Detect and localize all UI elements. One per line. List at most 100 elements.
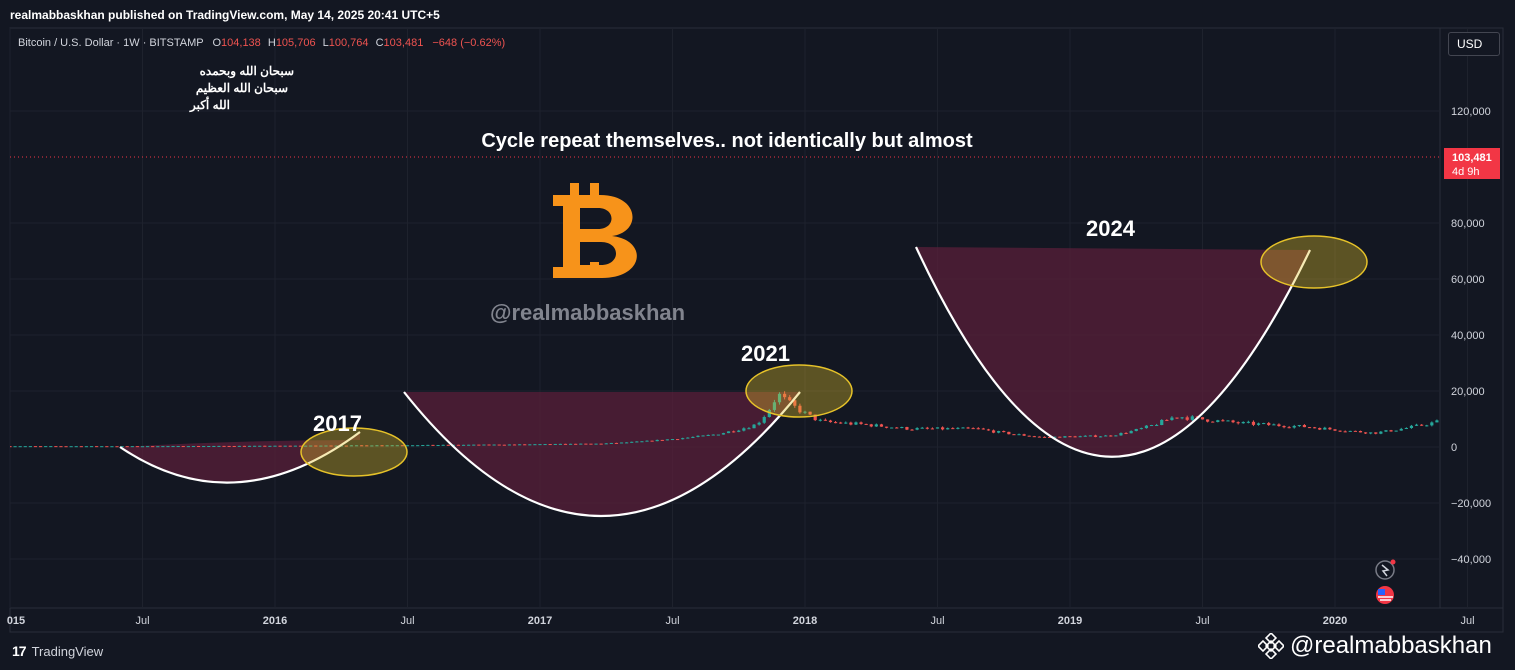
arabic-line-2: سبحان الله العظيم bbox=[196, 81, 288, 96]
candle-body bbox=[1190, 416, 1194, 420]
candle-body bbox=[691, 436, 695, 438]
candle-body bbox=[823, 419, 827, 421]
candle-body bbox=[467, 444, 471, 446]
candle-body bbox=[665, 439, 670, 441]
candle-body bbox=[492, 444, 496, 446]
candle-body bbox=[1297, 425, 1301, 427]
candle-body bbox=[431, 444, 435, 446]
ellipse-2024 bbox=[1260, 235, 1368, 289]
x-tick-label: 2016 bbox=[263, 615, 287, 627]
candle-body bbox=[1471, 419, 1474, 421]
price-axis[interactable]: 120,000 80,000 60,000 40,000 20,000 0 −20,000 −… bbox=[1451, 106, 1491, 566]
candle-body bbox=[1236, 422, 1240, 424]
candle-body bbox=[1180, 417, 1184, 419]
candle-body bbox=[884, 426, 889, 428]
candle-body bbox=[1267, 423, 1271, 425]
candle-body bbox=[1374, 432, 1378, 434]
us-flag-icon[interactable] bbox=[1376, 586, 1394, 604]
candle-body bbox=[1451, 419, 1454, 420]
candle-body bbox=[44, 446, 48, 448]
candle-body bbox=[125, 446, 129, 448]
candle-body bbox=[737, 430, 741, 432]
candle-body bbox=[222, 445, 226, 447]
tradingview-logo[interactable]: 17 TradingView bbox=[12, 643, 103, 659]
candle-body bbox=[1313, 427, 1317, 429]
candle-body bbox=[976, 428, 980, 430]
candle-body bbox=[833, 422, 838, 424]
cup-curve-2015 bbox=[119, 431, 361, 484]
candle-body bbox=[742, 428, 746, 431]
candle-body bbox=[370, 445, 374, 447]
candle-body bbox=[625, 442, 629, 444]
candle-body bbox=[849, 422, 853, 425]
candle-body bbox=[859, 422, 863, 424]
candle-body bbox=[1414, 424, 1419, 426]
candle-body bbox=[711, 434, 715, 436]
candle-body bbox=[1282, 426, 1286, 428]
candle-body bbox=[798, 405, 802, 413]
chart-title: Cycle repeat themselves.. not identicall… bbox=[481, 130, 973, 152]
replay-icon[interactable] bbox=[1375, 559, 1396, 580]
candle-body bbox=[283, 445, 287, 447]
candle-body bbox=[1348, 430, 1352, 432]
candle-body bbox=[971, 428, 975, 430]
candle-body bbox=[324, 445, 328, 447]
candle-body bbox=[1200, 417, 1205, 420]
candle-body bbox=[365, 445, 369, 447]
candle-body bbox=[1129, 431, 1133, 434]
candle-body bbox=[1496, 418, 1499, 419]
candle-body bbox=[1456, 419, 1459, 422]
candle-body bbox=[385, 445, 389, 447]
candle-body bbox=[1379, 431, 1383, 434]
candle-body bbox=[655, 439, 659, 442]
x-tick-label: Jul bbox=[400, 615, 414, 627]
legend-change: −648 (−0.62%) bbox=[432, 37, 505, 49]
candle-body bbox=[533, 444, 537, 446]
candle-body bbox=[18, 446, 22, 448]
x-tick-label: 2019 bbox=[1058, 615, 1082, 627]
candle-body bbox=[747, 428, 751, 430]
candle-body bbox=[171, 446, 175, 448]
arabic-line-1: سبحان الله وبحمده bbox=[200, 64, 294, 79]
candle-body bbox=[879, 424, 884, 427]
candle-body bbox=[864, 423, 868, 425]
candle-body bbox=[1048, 436, 1052, 438]
candle-body bbox=[518, 444, 522, 446]
candle-body bbox=[584, 443, 588, 445]
candle-body bbox=[609, 442, 613, 444]
candle-body bbox=[1363, 432, 1368, 434]
candle-body bbox=[1022, 434, 1026, 436]
currency-button[interactable]: USD bbox=[1448, 32, 1500, 56]
candle-body bbox=[1088, 435, 1092, 437]
breakout-ellipses bbox=[300, 235, 1368, 477]
legend-o-value: 104,138 bbox=[221, 37, 261, 49]
legend-o-label: O bbox=[212, 37, 221, 49]
candle-body bbox=[757, 422, 761, 425]
label-2024: 2024 bbox=[1086, 216, 1136, 241]
candle-body bbox=[1358, 430, 1363, 433]
candle-body bbox=[1384, 430, 1388, 432]
candle-body bbox=[895, 427, 899, 429]
candle-body bbox=[777, 393, 782, 403]
candle-body bbox=[1389, 430, 1393, 432]
candle-body bbox=[543, 444, 547, 446]
grid-lines bbox=[9, 28, 1468, 608]
candle-body bbox=[548, 444, 552, 446]
candle-body bbox=[49, 446, 53, 448]
candle-body bbox=[1221, 420, 1225, 422]
candle-body bbox=[874, 424, 878, 427]
candle-body bbox=[1078, 436, 1082, 438]
candle-body bbox=[28, 446, 32, 448]
candle-body bbox=[1037, 436, 1042, 438]
candle-body bbox=[95, 446, 99, 448]
candle-body bbox=[1134, 428, 1138, 432]
candle-body bbox=[268, 445, 272, 447]
candle-body bbox=[151, 446, 155, 448]
time-axis[interactable]: 015 Jul 2016 Jul 2017 Jul 2018 Jul 2019 Jul 2020 Ju… bbox=[7, 615, 1515, 627]
y-tick-label: 60,000 bbox=[1451, 274, 1485, 286]
candle-body bbox=[716, 434, 720, 436]
candle-body bbox=[1486, 416, 1489, 417]
candle-body bbox=[344, 445, 348, 447]
candle-body bbox=[227, 445, 231, 447]
